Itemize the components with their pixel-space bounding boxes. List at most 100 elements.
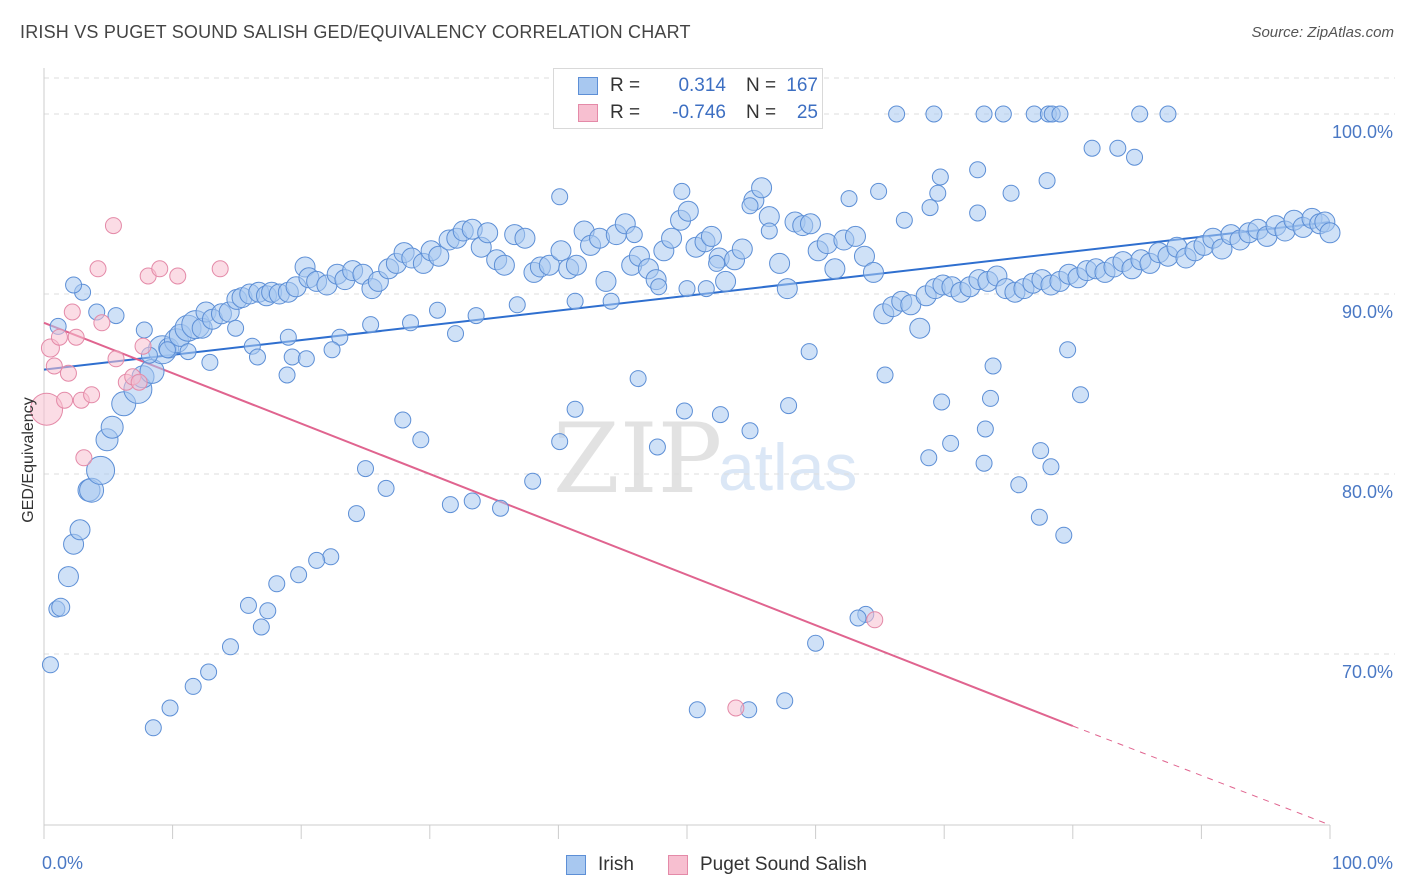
r-label: R = <box>610 75 641 96</box>
irish-point <box>429 301 447 319</box>
irish-point <box>377 479 395 497</box>
irish-point <box>41 656 59 674</box>
puget-point <box>50 328 68 346</box>
irish-point <box>969 161 987 179</box>
irish-point <box>1055 526 1073 544</box>
irish-point <box>975 454 993 472</box>
r-label: R = <box>610 102 641 123</box>
irish-point <box>629 370 647 388</box>
puget-point <box>63 303 81 321</box>
irish-point <box>467 307 485 325</box>
irish-point <box>362 316 380 334</box>
irish-point <box>493 254 515 276</box>
bottom-legend-puget: Puget Sound Salish <box>668 852 867 878</box>
irish-points <box>41 105 1341 737</box>
puget-legend-swatch <box>668 855 688 875</box>
irish-point <box>394 411 412 429</box>
irish-point <box>776 278 798 300</box>
irish-point <box>711 406 729 424</box>
irish-point <box>412 431 430 449</box>
irish-point <box>715 270 737 292</box>
irish-point <box>566 400 584 418</box>
y-tick-labels: 70.0% 80.0% 90.0% 100.0% <box>1332 122 1393 682</box>
puget-point <box>727 699 745 717</box>
irish-point <box>428 245 450 267</box>
irish-point <box>942 434 960 452</box>
irish-point <box>1109 139 1127 157</box>
puget-point <box>866 611 884 629</box>
irish-point <box>751 177 773 199</box>
irish-point <box>268 575 286 593</box>
irish-point <box>200 663 218 681</box>
irish-legend-label: Irish <box>598 854 634 875</box>
irish-swatch <box>578 77 598 95</box>
irish-point <box>700 225 722 247</box>
puget-point <box>151 260 169 278</box>
r-value: 0.314 <box>678 75 726 96</box>
irish-point <box>184 677 202 695</box>
gridlines <box>44 77 1395 655</box>
puget-point <box>83 386 101 404</box>
irish-point <box>888 105 906 123</box>
legend-row-irish: R = 0.314 N = 167 <box>578 73 818 99</box>
irish-point <box>731 238 753 260</box>
irish-point <box>144 719 162 737</box>
puget-point <box>93 314 111 332</box>
irish-point <box>1025 105 1043 123</box>
irish-point <box>1131 105 1149 123</box>
irish-point <box>402 314 420 332</box>
n-label: N = <box>746 75 777 96</box>
puget-point <box>107 350 125 368</box>
irish-point <box>227 319 245 337</box>
r-value: -0.746 <box>672 102 726 123</box>
irish-point <box>1042 458 1060 476</box>
chart-title: IRISH VS PUGET SOUND SALISH GED/EQUIVALE… <box>20 22 691 42</box>
irish-point <box>807 634 825 652</box>
irish-point <box>1059 341 1077 359</box>
x-tick-label: 100.0% <box>1332 853 1393 873</box>
irish-point <box>357 460 374 478</box>
irish-point <box>1002 184 1020 202</box>
puget-swatch <box>578 104 598 122</box>
irish-point <box>135 321 153 339</box>
irish-point <box>1083 139 1101 157</box>
irish-point <box>741 422 759 440</box>
irish-point <box>1030 508 1048 526</box>
x-tick-labels: 0.0% 100.0% <box>42 853 1393 873</box>
irish-point <box>933 393 951 411</box>
legend-row-puget: R = -0.746 N = 25 <box>578 100 818 126</box>
irish-point <box>675 402 693 420</box>
irish-point <box>107 307 125 325</box>
irish-point <box>870 182 888 200</box>
irish-point <box>849 609 867 627</box>
irish-point <box>1072 386 1090 404</box>
source-label: Source: ZipAtlas.com <box>1251 24 1394 41</box>
irish-point <box>323 341 341 359</box>
y-tick-label: 80.0% <box>1342 482 1393 502</box>
y-tick-label: 90.0% <box>1342 302 1393 322</box>
irish-point <box>252 618 270 636</box>
irish-point <box>161 699 179 717</box>
irish-point <box>551 433 569 451</box>
irish-point <box>677 200 699 222</box>
irish-point <box>862 261 884 283</box>
irish-point <box>595 270 617 292</box>
irish-point <box>1159 105 1177 123</box>
irish-point <box>514 227 536 249</box>
n-value: 167 <box>786 75 818 96</box>
irish-point <box>69 519 91 541</box>
irish-point <box>477 222 499 244</box>
puget-point <box>89 260 107 278</box>
n-value: 25 <box>796 102 818 123</box>
irish-point <box>648 438 666 456</box>
irish-point <box>100 415 124 439</box>
puget-point <box>211 260 229 278</box>
puget-point <box>59 364 77 382</box>
irish-point <box>565 254 587 276</box>
puget-point <box>30 392 64 426</box>
y-axis-label: GED/Equivalency <box>20 397 37 522</box>
irish-point <box>1126 148 1144 166</box>
irish-point <box>799 213 821 235</box>
irish-legend-swatch <box>566 855 586 875</box>
puget-point <box>104 217 122 235</box>
